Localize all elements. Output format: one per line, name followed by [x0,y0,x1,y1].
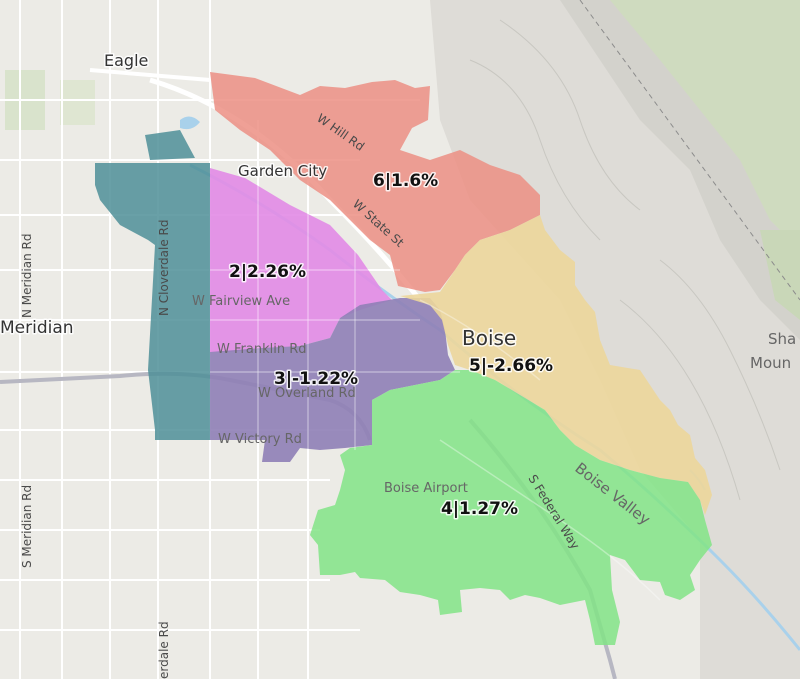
street-s-cloverdale-rd: erdale Rd [157,621,171,679]
district-label-5: 5|-2.66% [469,356,553,376]
district-2-area[interactable] [210,168,392,352]
districts [95,72,712,645]
place-meridian: Meridian [0,318,74,338]
street-n-meridian-rd: N Meridian Rd [20,234,34,318]
roads-overlay [210,170,661,601]
street-w-overland-rd: W Overland Rd [258,386,356,401]
street-w-fairview-ave: W Fairview Ave [192,294,290,309]
place-shafer-butte-1: Sha [768,330,796,348]
district-5-area[interactable] [400,215,712,515]
district-label-4: 4|1.27% [441,499,518,519]
street-n-cloverdale-rd: N Cloverdale Rd [157,219,171,316]
district-label-2: 2|2.26% [229,262,306,282]
district-label-6: 6|1.6% [373,171,438,191]
district-1-area[interactable] [95,130,210,440]
place-boise: Boise [462,326,516,350]
place-boise-airport: Boise Airport [384,481,468,496]
street-w-franklin-rd: W Franklin Rd [217,342,306,357]
street-w-victory-rd: W Victory Rd [218,432,302,447]
place-garden-city: Garden City [238,162,327,180]
district-label-3: 3|-1.22% [274,369,358,389]
district-3-area[interactable] [210,298,455,462]
street-s-meridian-rd: S Meridian Rd [20,485,34,568]
district-6-area[interactable] [210,72,540,292]
district-4-area[interactable] [310,370,712,645]
place-shafer-butte-2: Moun [750,354,791,372]
place-eagle: Eagle [104,51,148,70]
